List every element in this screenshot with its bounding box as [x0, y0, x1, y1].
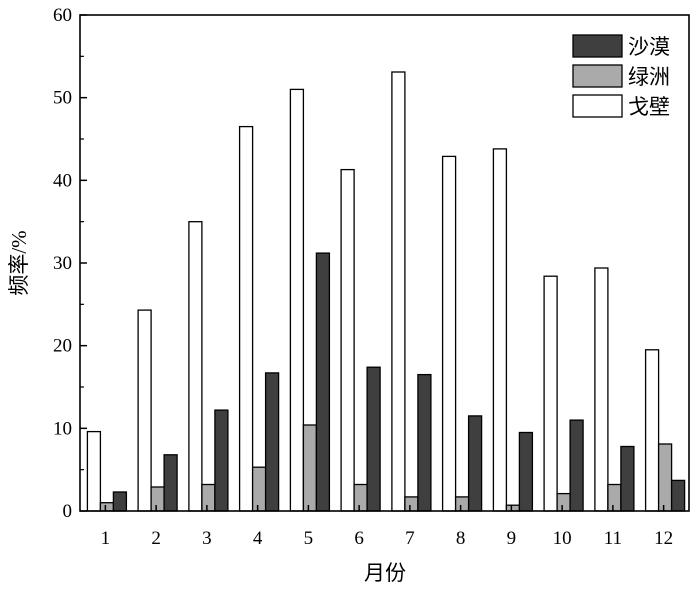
x-tick-label-7: 7: [405, 528, 415, 549]
bar-绿洲-12: [657, 443, 673, 512]
legend-swatch-沙漠: [572, 34, 623, 58]
bar-绿洲-8: [454, 496, 470, 512]
bar-沙漠-10: [569, 419, 584, 512]
x-axis-label: 月份: [364, 561, 406, 585]
bar-戈壁-5: [289, 88, 305, 512]
x-tick-label-10: 10: [553, 528, 572, 549]
y-tick-label-60: 60: [53, 5, 72, 26]
bar-戈壁-1: [86, 430, 102, 512]
y-tick-label-0: 0: [63, 501, 73, 522]
bar-绿洲-10: [556, 492, 571, 512]
bar-绿洲-1: [99, 502, 115, 512]
bar-沙漠-11: [620, 445, 635, 512]
bar-沙漠-3: [214, 409, 229, 512]
x-tick-label-9: 9: [507, 528, 517, 549]
bar-绿洲-9: [505, 504, 521, 512]
x-tick-label-1: 1: [101, 528, 111, 549]
bar-戈壁-9: [492, 148, 508, 512]
y-axis-label: 频率/%: [7, 230, 31, 295]
x-tick-label-2: 2: [151, 528, 161, 549]
y-tick-label-10: 10: [53, 418, 72, 439]
bar-戈壁-8: [441, 155, 457, 512]
x-tick-label-6: 6: [354, 528, 364, 549]
x-tick-label-3: 3: [202, 528, 212, 549]
bar-沙漠-4: [264, 372, 280, 512]
bar-戈壁-10: [543, 275, 558, 512]
bar-绿洲-4: [251, 466, 267, 512]
legend-label-绿洲: 绿洲: [628, 65, 670, 89]
bar-绿洲-3: [201, 483, 216, 512]
bar-沙漠-2: [163, 454, 178, 512]
legend-swatch-戈壁: [572, 94, 623, 118]
x-tick-label-12: 12: [654, 528, 673, 549]
y-tick-label-30: 30: [53, 253, 72, 274]
x-tick-label-11: 11: [604, 528, 622, 549]
x-tick-label-4: 4: [253, 528, 263, 549]
bar-绿洲-2: [150, 486, 165, 512]
bar-戈壁-6: [340, 168, 355, 512]
bar-戈壁-11: [594, 267, 609, 512]
bar-绿洲-6: [353, 483, 368, 512]
bar-绿洲-7: [404, 496, 419, 512]
bar-戈壁-2: [137, 309, 152, 512]
bar-戈壁-7: [391, 71, 406, 512]
x-tick-label-5: 5: [304, 528, 314, 549]
legend-label-沙漠: 沙漠: [628, 35, 670, 59]
bar-绿洲-5: [302, 424, 318, 512]
bar-戈壁-12: [644, 349, 660, 512]
y-tick-label-50: 50: [53, 88, 72, 109]
x-tick-label-8: 8: [456, 528, 466, 549]
bar-戈壁-3: [188, 221, 203, 512]
bars-layer: [86, 71, 686, 512]
bar-沙漠-12: [670, 479, 686, 512]
bar-沙漠-1: [112, 491, 128, 512]
bar-沙漠-8: [467, 415, 483, 512]
legend-swatch-绿洲: [572, 64, 623, 88]
bar-沙漠-6: [366, 366, 381, 512]
bar-沙漠-5: [315, 252, 331, 512]
legend-label-戈壁: 戈壁: [628, 95, 670, 119]
bar-沙漠-7: [417, 373, 432, 512]
y-tick-label-20: 20: [53, 336, 72, 357]
y-tick-label-40: 40: [53, 170, 72, 191]
bar-戈壁-4: [238, 125, 254, 512]
bar-绿洲-11: [607, 483, 622, 512]
bar-沙漠-9: [518, 431, 534, 512]
